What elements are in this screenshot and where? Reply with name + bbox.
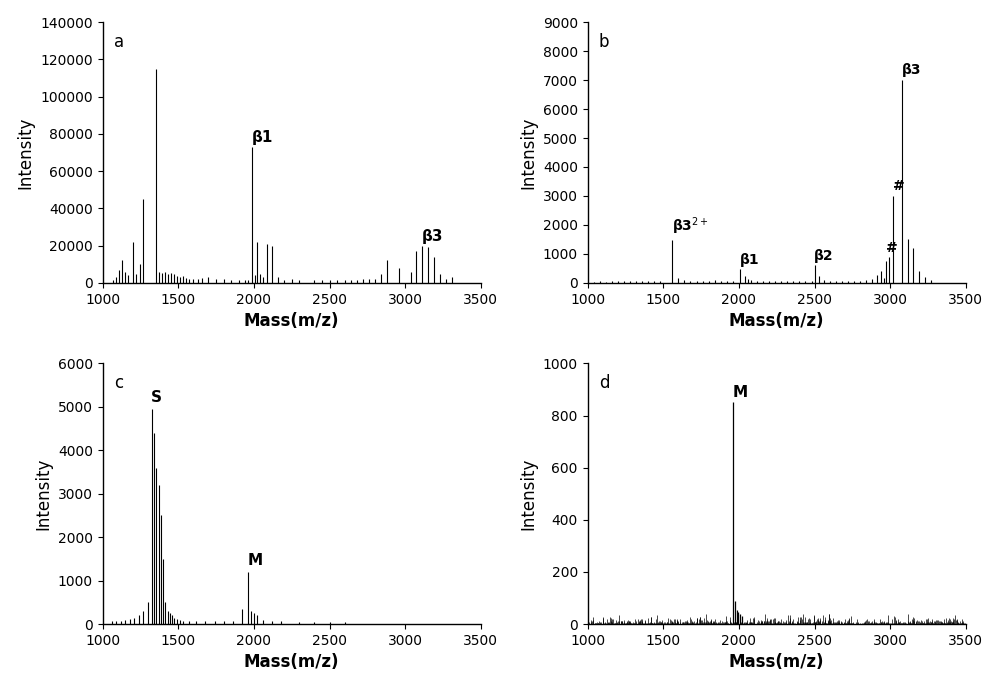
Text: β3: β3 [422,228,443,244]
X-axis label: Mass(m/z): Mass(m/z) [729,312,824,330]
Text: β1: β1 [252,130,273,145]
Text: M: M [248,552,263,568]
Text: S: S [151,389,162,405]
Text: β2: β2 [814,248,833,263]
Y-axis label: Intensity: Intensity [519,116,537,189]
X-axis label: Mass(m/z): Mass(m/z) [244,654,339,671]
Y-axis label: Intensity: Intensity [17,116,35,189]
Text: #: # [886,241,897,255]
Text: c: c [114,374,123,391]
X-axis label: Mass(m/z): Mass(m/z) [729,654,824,671]
Y-axis label: Intensity: Intensity [519,458,537,530]
Text: b: b [599,32,609,51]
Text: #: # [893,179,905,193]
Text: d: d [599,374,609,391]
Text: β1: β1 [740,252,759,267]
Y-axis label: Intensity: Intensity [34,458,52,530]
Text: β3$^{2+}$: β3$^{2+}$ [672,215,709,237]
Text: a: a [114,32,124,51]
X-axis label: Mass(m/z): Mass(m/z) [244,312,339,330]
Text: β3: β3 [902,63,921,77]
Text: M: M [733,385,748,400]
